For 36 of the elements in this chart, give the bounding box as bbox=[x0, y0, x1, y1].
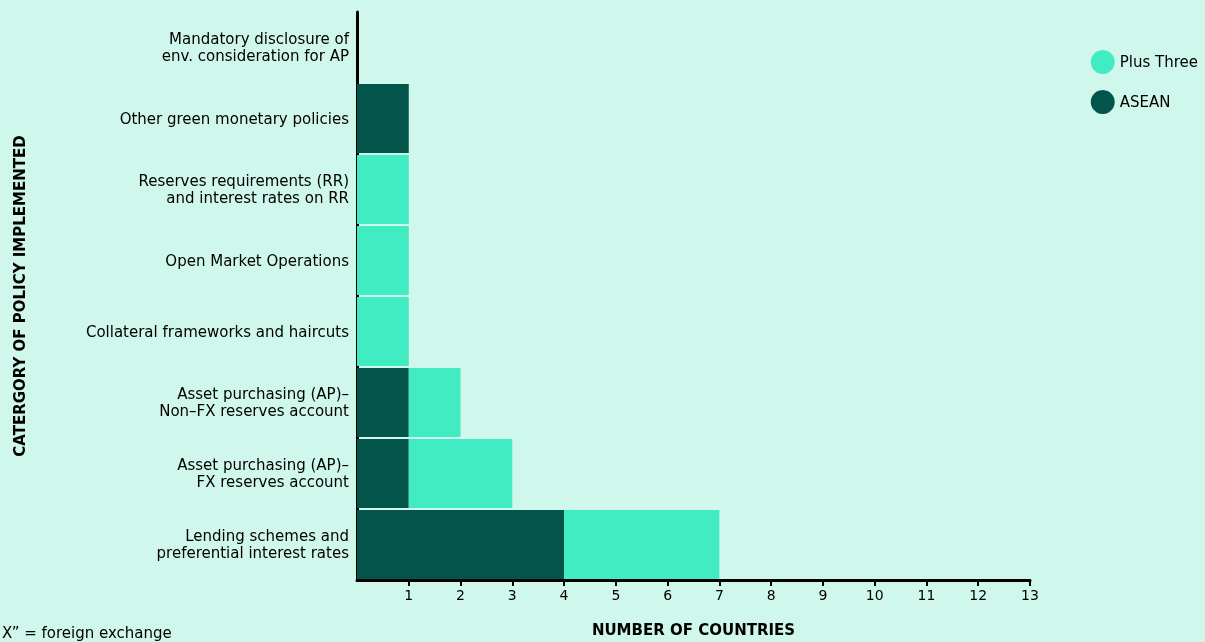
x-tick-label: 1 bbox=[404, 587, 414, 603]
bar bbox=[357, 297, 409, 366]
x-axis-title: NUMBER OF COUNTRIES bbox=[591, 620, 796, 639]
bar bbox=[357, 439, 409, 508]
x-tick-label: 4 bbox=[559, 587, 569, 603]
y-tick-label: Collateral frameworks and haircuts bbox=[85, 322, 350, 341]
y-tick-label: Open Market Operations bbox=[165, 251, 350, 270]
bar bbox=[408, 368, 461, 437]
y-tick-label: Reserves requirements (RR) and interest rates on RR bbox=[138, 172, 349, 207]
legend-label: ASEAN bbox=[1119, 93, 1171, 111]
bar bbox=[357, 155, 409, 224]
x-tick-label: 5 bbox=[611, 587, 621, 603]
text: X” = foreign exchange bbox=[2, 623, 172, 642]
bar bbox=[357, 510, 565, 579]
bar bbox=[564, 510, 720, 579]
bar bbox=[357, 368, 409, 437]
y-tick-label: Asset purchasing (AP)– FX reserves account bbox=[177, 456, 350, 491]
bar bbox=[357, 84, 409, 153]
y-axis-title: CATERGORY OF POLICY IMPLEMENTED bbox=[10, 135, 29, 457]
x-tick-label: 9 bbox=[818, 587, 828, 603]
y-tick-label: Mandatory disclosure of env. consideration for AP bbox=[161, 30, 350, 65]
x-tick-label: 12 bbox=[969, 587, 988, 603]
y-tick-label: Other green monetary policies bbox=[119, 109, 350, 128]
x-tick-label: 2 bbox=[456, 587, 465, 603]
legend-label: Plus Three bbox=[1119, 53, 1199, 71]
y-tick-label: Lending schemes and preferential interest rates bbox=[156, 527, 350, 562]
bar bbox=[357, 226, 409, 295]
x-tick-label: 6 bbox=[663, 587, 673, 603]
y-tick-label: Asset purchasing (AP)– Non–FX reserves account bbox=[159, 385, 350, 420]
x-tick-label: 11 bbox=[917, 587, 936, 603]
x-tick-label: 8 bbox=[766, 587, 776, 603]
x-tick-label: 7 bbox=[714, 587, 724, 603]
x-tick-label: 10 bbox=[865, 587, 884, 603]
bar bbox=[408, 439, 513, 508]
x-tick-label: 13 bbox=[1021, 587, 1039, 603]
x-tick-label: 3 bbox=[507, 587, 517, 603]
